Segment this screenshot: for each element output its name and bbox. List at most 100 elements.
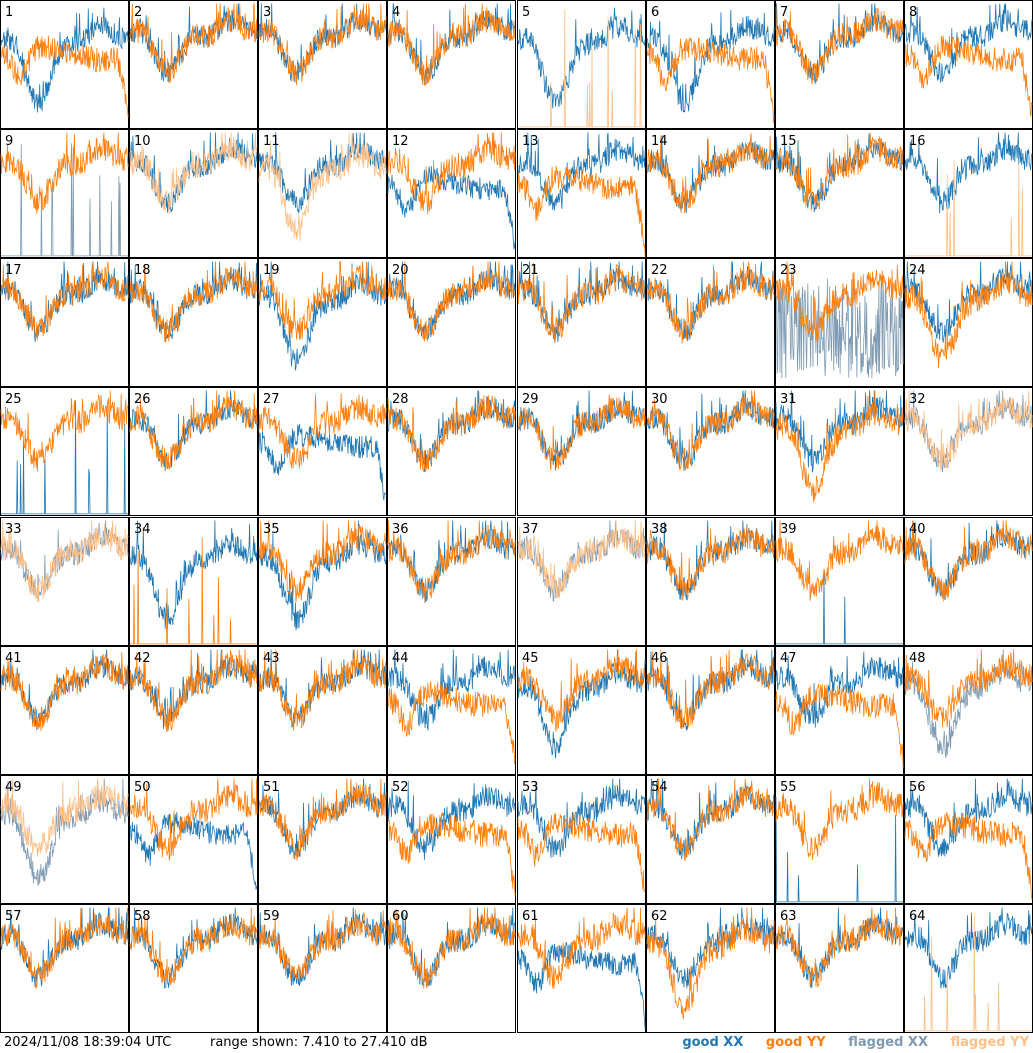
tile-34: 34 <box>129 517 258 646</box>
xx-trace <box>129 520 258 631</box>
tile-49: 49 <box>0 775 129 904</box>
tile-label: 12 <box>392 134 409 149</box>
timestamp: 2024/11/08 18:39:04 UTC <box>4 1035 172 1050</box>
yy-trace <box>258 393 387 469</box>
tile-1: 1 <box>0 0 129 129</box>
yy-trace <box>258 261 387 340</box>
yy-trace <box>775 778 904 860</box>
tile-12: 12 <box>387 129 516 258</box>
tile-7: 7 <box>775 0 904 129</box>
yy-trace <box>646 132 775 214</box>
tile-63: 63 <box>775 904 904 1033</box>
tile-label: 1 <box>5 5 13 20</box>
xx-trace <box>387 261 516 340</box>
tile-label: 19 <box>263 263 280 278</box>
yy-trace <box>775 132 904 211</box>
tile-55: 55 <box>775 775 904 904</box>
tile-label: 46 <box>651 651 668 666</box>
tile-label: 25 <box>5 392 22 407</box>
tile-59: 59 <box>258 904 387 1033</box>
tile-label: 10 <box>134 134 151 149</box>
tile-6: 6 <box>646 0 775 129</box>
tile-label: 50 <box>134 780 151 795</box>
xx-trace <box>775 278 904 379</box>
tile-21: 21 <box>517 258 646 387</box>
tile-13: 13 <box>517 129 646 258</box>
tile-52: 52 <box>387 775 516 904</box>
tile-29: 29 <box>517 387 646 516</box>
xx-trace <box>517 261 646 343</box>
tile-label: 26 <box>134 392 151 407</box>
yy-trace <box>775 683 904 769</box>
tile-label: 18 <box>134 263 151 278</box>
tile-45: 45 <box>517 646 646 775</box>
yy-trace <box>258 778 387 861</box>
tile-19: 19 <box>258 258 387 387</box>
yy-trace <box>258 132 387 241</box>
tile-label: 34 <box>134 522 151 537</box>
tile-38: 38 <box>646 517 775 646</box>
yy-trace <box>904 35 1033 117</box>
yy-trace <box>129 261 258 342</box>
tile-frame <box>129 517 258 646</box>
tile-frame <box>258 387 387 516</box>
tile-frame <box>775 775 904 904</box>
yy-trace <box>258 3 387 86</box>
tile-label: 35 <box>263 522 280 537</box>
tile-64: 64 <box>904 904 1033 1033</box>
tile-56: 56 <box>904 775 1033 904</box>
tile-label: 27 <box>263 392 280 407</box>
tile-3: 3 <box>258 0 387 129</box>
yy-trace <box>904 390 1033 472</box>
yy-trace <box>258 909 387 983</box>
tile-label: 54 <box>651 780 668 795</box>
yy-trace <box>387 520 516 602</box>
tile-label: 5 <box>522 5 530 20</box>
yy-trace <box>258 649 387 731</box>
tile-18: 18 <box>129 258 258 387</box>
tile-14: 14 <box>646 129 775 258</box>
tile-label: 2 <box>134 5 142 20</box>
tile-5: 5 <box>517 0 646 129</box>
tile-label: 53 <box>522 780 539 795</box>
tile-label: 40 <box>909 522 926 537</box>
yy-trace <box>0 907 129 989</box>
tile-label: 41 <box>5 651 22 666</box>
tile-label: 13 <box>522 134 539 149</box>
yy-trace <box>387 132 516 215</box>
xx-trace <box>646 9 775 113</box>
yy-trace <box>387 681 516 764</box>
tile-label: 30 <box>651 392 668 407</box>
yy-trace <box>517 520 646 599</box>
xx-trace <box>775 651 904 728</box>
tile-label: 29 <box>522 392 539 407</box>
yy-trace <box>775 390 904 503</box>
tile-4: 4 <box>387 0 516 129</box>
tile-15: 15 <box>775 129 904 258</box>
tile-32: 32 <box>904 387 1033 516</box>
tile-22: 22 <box>646 258 775 387</box>
tile-label: 16 <box>909 134 926 149</box>
xx-trace <box>775 390 904 473</box>
xx-trace <box>258 423 387 501</box>
yy-trace <box>905 916 1033 1032</box>
tile-label: 24 <box>909 263 926 278</box>
yy-trace <box>517 813 646 893</box>
xx-trace <box>517 778 646 858</box>
tile-label: 44 <box>392 651 409 666</box>
tile-label: 63 <box>780 909 797 924</box>
yy-trace <box>517 907 646 989</box>
tile-label: 17 <box>5 263 22 278</box>
yy-trace <box>387 3 516 86</box>
xx-trace <box>646 261 775 342</box>
legend-good-xx: good XX <box>682 1035 744 1050</box>
xx-trace <box>646 907 775 989</box>
tile-label: 21 <box>522 263 539 278</box>
yy-trace <box>518 9 646 128</box>
tile-28: 28 <box>387 387 516 516</box>
xx-trace <box>1 400 129 515</box>
tile-label: 47 <box>780 651 797 666</box>
tile-31: 31 <box>775 387 904 516</box>
yy-trace <box>387 907 516 989</box>
tile-44: 44 <box>387 646 516 775</box>
